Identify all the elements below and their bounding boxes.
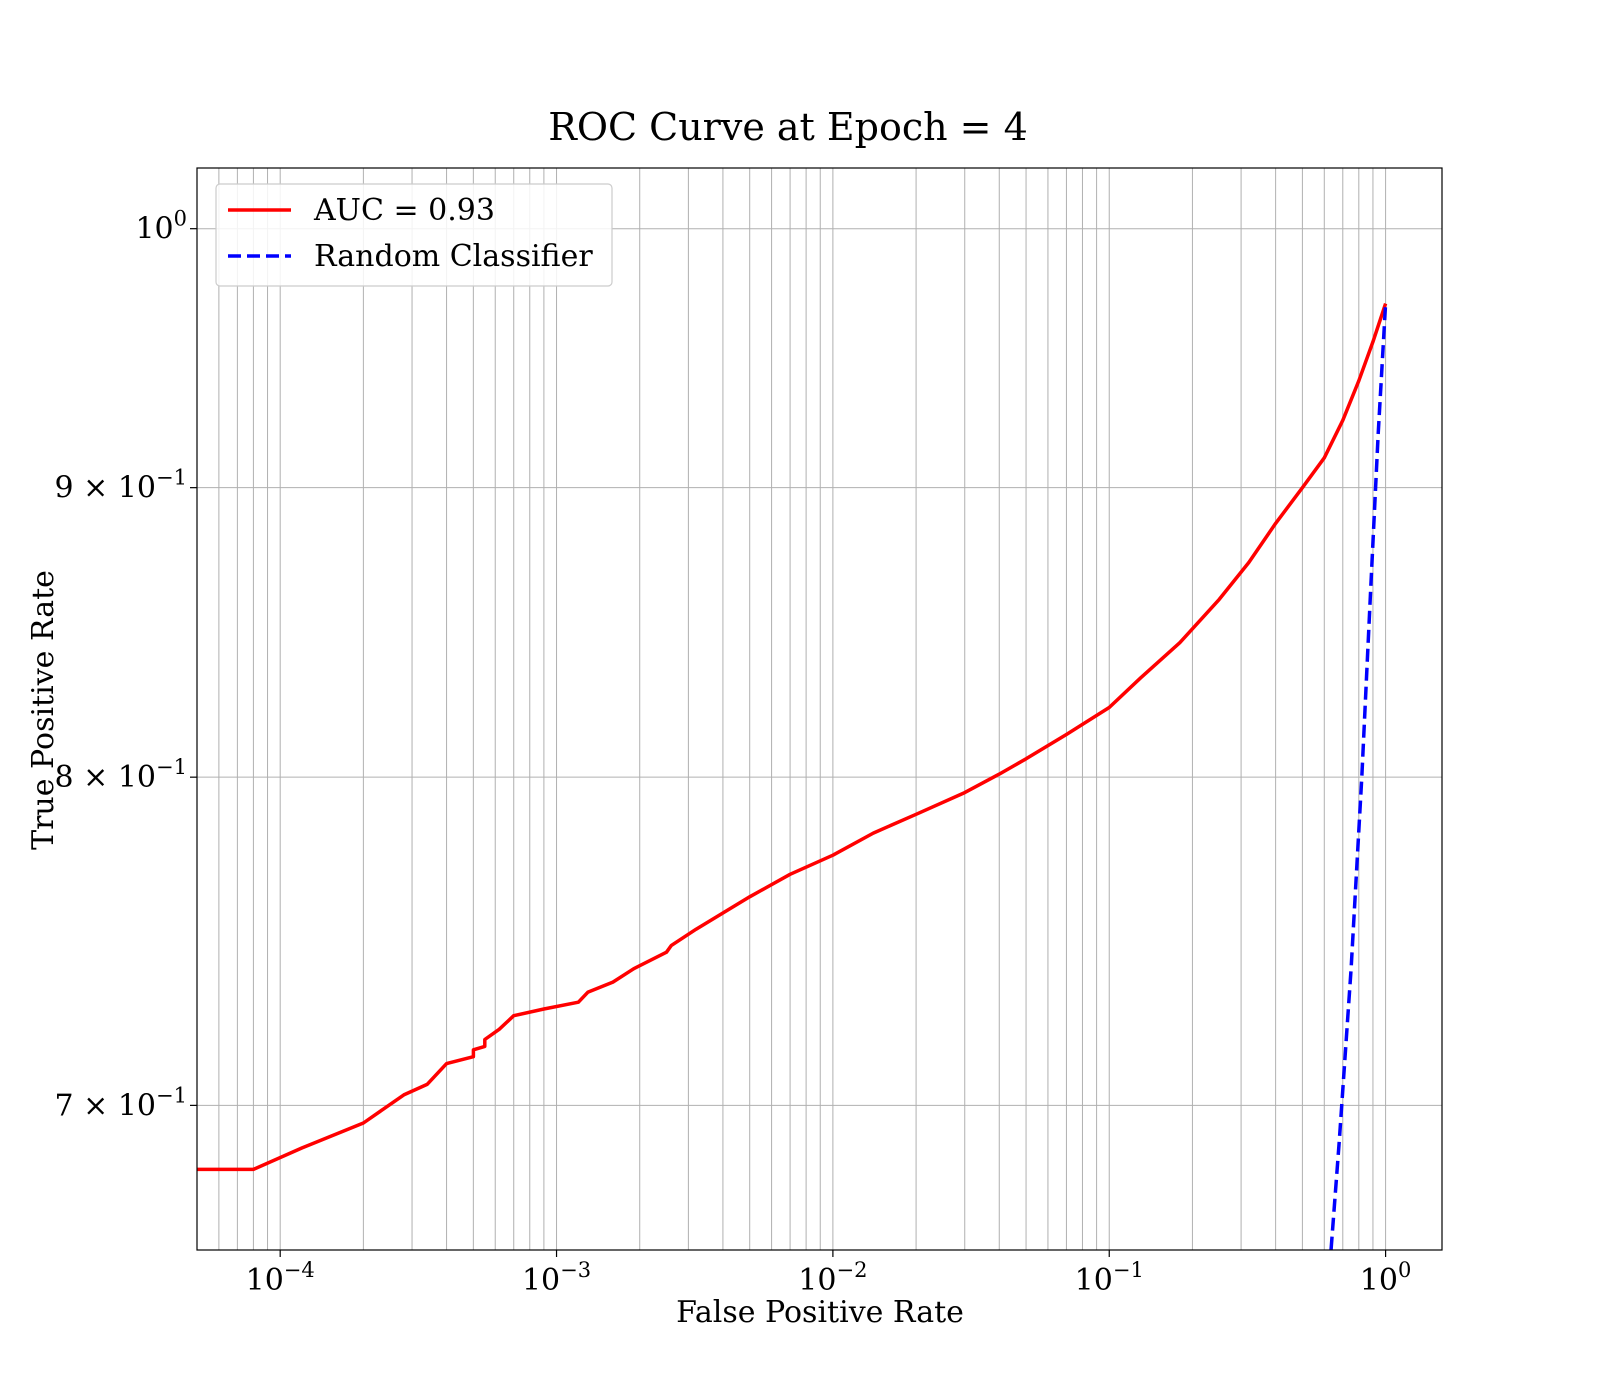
y-tick-labels: 100 9 × 10−1 8 × 10−1 7 × 10−1 (55, 207, 197, 1123)
x-tick-label: 10−3 (522, 1258, 591, 1298)
series-group (197, 303, 1388, 1250)
random-classifier-line (1329, 303, 1388, 1250)
x-tick-labels: 10−4 10−3 10−2 10−1 100 (246, 1250, 1412, 1298)
x-tick-label: 10−2 (798, 1258, 867, 1298)
legend-box (215, 183, 613, 287)
roc-curve-line (197, 303, 1388, 1172)
legend: AUC = 0.93 Random Classifier (215, 183, 613, 287)
y-tick-label: 9 × 10−1 (55, 466, 187, 506)
x-tick-label: 10−1 (1075, 1258, 1144, 1298)
y-tick-label: 8 × 10−1 (55, 755, 187, 795)
grid-lines (196, 168, 1442, 1250)
x-axis-label: False Positive Rate (676, 1295, 964, 1330)
legend-label-random: Random Classifier (314, 239, 593, 274)
plot-frame (196, 167, 1443, 1251)
y-tick-label: 100 (135, 207, 187, 247)
chart-title: ROC Curve at Epoch = 4 (548, 105, 1028, 149)
x-tick-label: 10−4 (246, 1258, 315, 1298)
x-tick-label: 100 (1360, 1258, 1412, 1298)
legend-label-auc: AUC = 0.93 (313, 193, 495, 228)
y-tick-label: 7 × 10−1 (55, 1083, 187, 1123)
y-axis-label: True Positive Rate (26, 570, 61, 850)
